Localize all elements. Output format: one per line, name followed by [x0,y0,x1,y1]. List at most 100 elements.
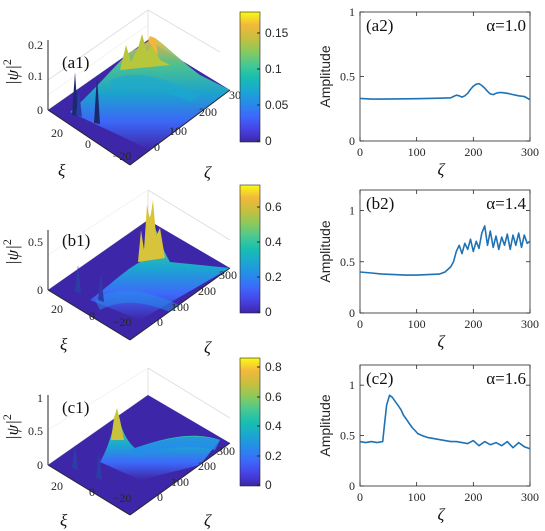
xi-tick-b1-2: −20 [113,315,132,329]
line-chart-c2: 0 100 200 300 0 0.5 1 (c2) α=1.6 Amplitude ζ [317,364,539,524]
zeta-tick-c1-2: 200 [198,459,216,473]
colorbar-a1-tick-1: 0.05 [265,98,289,112]
z-tick-b1-0: 0 [37,283,43,297]
plot-frame-c2 [359,364,531,487]
zeta-tick-b1-3: 300 [219,268,237,282]
colorbar-c1-tick-1: 0.2 [265,449,282,463]
annotation-b2: α=1.4 [486,194,526,213]
colorbar-c1-tick-2: 0.4 [265,419,282,433]
colorbar-a1 [239,11,261,143]
line-chart-b2: 0 100 200 300 0 0.5 1 (b2) α=1.4 Amplitude ζ [317,189,539,351]
zeta-tick-a1-0: 0 [154,140,160,154]
x-tick-label-b2-0: 0 [357,317,363,331]
y-tick-label-a2-2: 1 [349,5,355,19]
zeta-tick-a1-1: 100 [169,124,187,138]
xi-tick-c1-1: 0 [89,485,95,499]
x-tick-label-c2-0: 0 [357,490,363,504]
colorbar-a1-tick-3: 0.15 [265,26,289,40]
zeta-axis-label-a1: ζ [204,163,212,182]
zeta-tick-b1-2: 200 [198,284,216,298]
z-axis-label-b1: |ψ|2 [0,239,22,265]
x-tick-label-c2-2: 200 [464,490,482,504]
x-tick-label-c2-1: 100 [408,490,426,504]
z-axis-label-a1: |ψ|2 [0,59,22,85]
colorbar-a1-tick-0: 0 [265,134,272,148]
y-tick-label-b2-2: 1 [349,204,355,218]
xi-tick-c1-2: −20 [113,491,132,505]
series-line-c2 [359,394,531,450]
x-tick-label-a2-2: 200 [464,145,482,159]
annotation-a2: α=1.0 [486,16,526,35]
xi-tick-c1-0: 20 [51,479,63,493]
xi-tick-b1-0: 20 [51,302,63,316]
zeta-tick-b1-1: 100 [171,300,189,314]
panel-label-a2: (a2) [366,16,393,35]
panel-label-b1: (b1) [62,231,90,250]
x-axis-label-c2: ζ [438,505,446,524]
y-tick-label-a2-0: 0 [349,134,355,148]
colorbar-c1-tick-4: 0.8 [265,360,282,374]
xi-tick-a1-2: −20 [113,149,132,163]
colorbar-b1-tick-3: 0.6 [265,200,282,214]
z-tick-a1-0: 0 [37,103,43,117]
colorbar-c1-tick-0: 0 [265,478,272,492]
zeta-tick-c1-0: 0 [157,490,163,504]
xi-axis-label-a1: ξ [58,161,66,180]
xi-tick-a1-0: 20 [51,126,63,140]
series-line-a2 [359,82,531,101]
colorbar-b1-tick-1: 0.2 [265,270,282,284]
plot-frame-b2 [359,189,531,314]
x-tick-label-a2-3: 300 [521,145,539,159]
colorbar-c1 [239,357,261,487]
zeta-tick-c1-3: 300 [217,444,235,458]
zeta-axis-label-b1: ζ [204,338,212,357]
colorbar-a1-tick-2: 0.1 [265,62,282,76]
xi-tick-b1-1: 0 [89,309,95,323]
zeta-axis-label-c1: ζ [204,511,212,530]
annotation-c2: α=1.6 [486,369,526,388]
surface-plot-b1 [47,189,231,341]
x-tick-label-b2-2: 200 [464,317,482,331]
zeta-tick-a1-2: 200 [199,105,217,119]
colorbar-b1-tick-2: 0.4 [265,235,282,249]
colorbar-b1-tick-0: 0 [265,305,272,319]
xi-tick-a1-1: 0 [85,137,91,151]
x-tick-label-c2-3: 300 [521,490,539,504]
colorbar-c1-tick-3: 0.6 [265,390,282,404]
x-axis-label-a2: ζ [438,160,446,179]
panel-label-a1: (a1) [62,53,89,72]
x-tick-label-b2-3: 300 [521,317,539,331]
y-tick-label-b2-1: 0.5 [340,255,355,269]
y-tick-label-b2-0: 0 [349,306,355,320]
panel-label-c2: (c2) [366,369,393,388]
z-tick-c1-0: 0 [37,458,43,472]
y-tick-label-c2-2: 1 [349,378,355,392]
z-tick-a1-1: 0.1 [28,69,43,83]
x-axis-label-b2: ζ [438,332,446,351]
x-tick-label-a2-0: 0 [357,145,363,159]
zeta-tick-c1-1: 100 [171,475,189,489]
xi-axis-label-b1: ξ [60,335,68,354]
z-tick-c1-2: 1 [37,391,43,405]
series-line-b2 [359,225,531,276]
xi-axis-label-c1: ξ [60,511,68,530]
x-tick-label-b2-1: 100 [408,317,426,331]
z-tick-c1-1: 0.5 [28,424,43,438]
y-tick-label-c2-1: 0.5 [340,429,355,443]
panel-label-c1: (c1) [62,398,89,417]
panel-label-b2: (b2) [366,194,394,213]
line-chart-a2: 0 100 200 300 0 0.5 1 (a2) α=1.0 Amplitude ζ [317,5,539,179]
z-tick-b1-1: 0.5 [28,235,43,249]
y-axis-label-a2: Amplitude [317,45,333,107]
z-tick-a1-2: 0.2 [28,38,43,52]
x-tick-label-a2-1: 100 [408,145,426,159]
y-axis-label-c2: Amplitude [317,394,333,456]
z-axis-label-c1: |ψ|2 [0,414,22,440]
zeta-tick-b1-0: 0 [157,315,163,329]
surface-plot-a1 [47,9,231,166]
y-tick-label-c2-0: 0 [349,479,355,493]
y-tick-label-a2-1: 0.5 [340,70,355,84]
y-axis-label-b2: Amplitude [317,220,333,282]
